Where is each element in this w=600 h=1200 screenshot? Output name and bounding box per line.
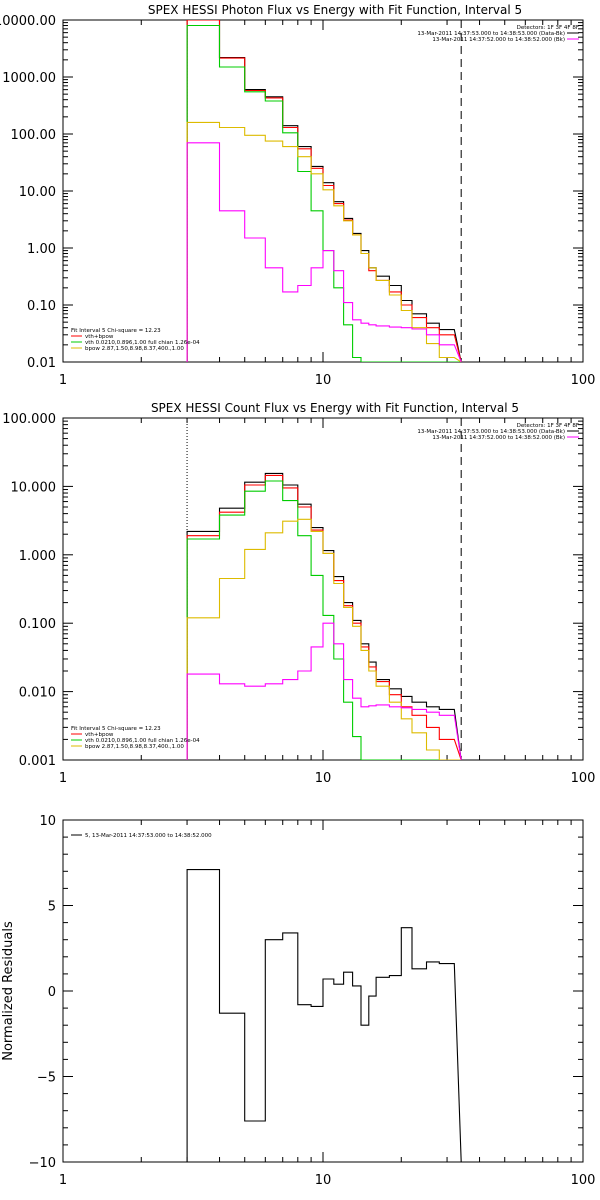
legend-left-entry: vth 0.0210,0.896,1.00 full chian 1.26e-0… xyxy=(85,340,200,346)
y-tick-label: 5 xyxy=(48,900,56,915)
x-tick-label: 100 xyxy=(571,1173,596,1188)
legend-right-entry: Detectors: 1F 3F 4F 8F xyxy=(517,423,579,429)
y-tick-label: 0.010 xyxy=(19,686,56,701)
y-tick-label: −10 xyxy=(29,1156,56,1171)
y-tick-label: 10.000 xyxy=(11,480,57,495)
chart-panel-3: 1 10 100 10 5 0 −5 −10 Normalized Residuals 5, 13… xyxy=(1,814,595,1188)
chart-title: SPEX HESSI Photon Flux vs Energy with Fi… xyxy=(148,3,522,17)
series-group xyxy=(186,869,462,1162)
x-tick-label: 100 xyxy=(571,373,596,388)
x-tick-label: 10 xyxy=(315,771,332,786)
y-tick-label: 100.000 xyxy=(2,412,56,427)
legend-right-entry: 13-Mar-2011 14:37:52.000 to 14:38:52.000… xyxy=(432,435,565,441)
series-line-bpow xyxy=(186,121,462,362)
legend-left-entry: Fit Interval 5 Chi-square = 12.23 xyxy=(71,328,161,334)
y-tick-label: 0.100 xyxy=(19,617,56,632)
x-tick-label: 100 xyxy=(571,771,596,786)
legend-entry: 5, 13-Mar-2011 14:37:53.000 to 14:38:52.… xyxy=(85,833,212,839)
legend-right-entry: 13-Mar-2011 14:37:52.000 to 14:38:52.000… xyxy=(432,37,565,43)
y-tick-label: 10 xyxy=(39,814,56,829)
y-tick-label: 0.001 xyxy=(19,754,56,769)
series-line-bk xyxy=(186,622,462,760)
series-group xyxy=(186,20,462,362)
y-tick-label: 100.00 xyxy=(11,128,57,143)
series-line-data-bk xyxy=(186,472,462,760)
series-line-vth xyxy=(186,480,462,760)
y-tick-label: −5 xyxy=(37,1071,56,1086)
y-tick-label: 0 xyxy=(48,985,56,1000)
chart-panel-1: SPEX HESSI Photon Flux vs Energy with Fi… xyxy=(0,3,595,388)
y-tick-label: 0.10 xyxy=(27,299,56,314)
y-tick-label: 1000.00 xyxy=(2,71,56,86)
chart-title: SPEX HESSI Count Flux vs Energy with Fit… xyxy=(151,401,519,415)
legend-left-entry: bpow 2.87,1.50,8.98,8.37,400.,1.00 xyxy=(85,744,184,750)
y-axis-label: Normalized Residuals xyxy=(1,921,16,1061)
series-group xyxy=(186,472,462,760)
x-tick-label: 10 xyxy=(315,1173,332,1188)
x-tick-label: 1 xyxy=(59,373,67,388)
x-tick-label: 1 xyxy=(59,771,67,786)
legend-left-entry: vth 0.0210,0.896,1.00 full chian 1.26e-0… xyxy=(85,738,200,744)
series-line-bpow xyxy=(186,518,462,760)
y-tick-label: 10.00 xyxy=(19,185,56,200)
chart-panel-2: SPEX HESSI Count Flux vs Energy with Fit… xyxy=(2,401,595,786)
legend-right-entry: Detectors: 1F 3F 4F 8F xyxy=(517,25,579,31)
legend-left-entry: bpow 2.87,1.50,8.98,8.37,400.,1.00 xyxy=(85,346,184,352)
series-line-vth-bpow xyxy=(186,20,462,362)
legend-left-entry: vth+bpow xyxy=(85,334,114,340)
legend-right-entry: 13-Mar-2011 14:37:53.000 to 14:38:53.000… xyxy=(417,31,565,37)
plot-frame xyxy=(62,19,584,363)
series-line-data-bk xyxy=(186,20,462,362)
series-line-5 xyxy=(186,869,462,1162)
series-line-vth xyxy=(186,24,462,362)
y-tick-label: 10000.00 xyxy=(0,14,56,29)
y-tick-label: 1.00 xyxy=(27,242,56,257)
legend-left-entry: vth+bpow xyxy=(85,732,114,738)
y-tick-label: 0.01 xyxy=(27,356,56,371)
legend-right-entry: 13-Mar-2011 14:37:53.000 to 14:38:53.000… xyxy=(417,429,565,435)
series-line-vth-bpow xyxy=(186,474,462,760)
x-tick-label: 1 xyxy=(59,1173,67,1188)
series-line-bk xyxy=(186,142,462,362)
legend-left-entry: Fit Interval 5 Chi-square = 12.23 xyxy=(71,726,161,732)
y-tick-label: 1.000 xyxy=(19,549,56,564)
x-tick-label: 10 xyxy=(315,373,332,388)
